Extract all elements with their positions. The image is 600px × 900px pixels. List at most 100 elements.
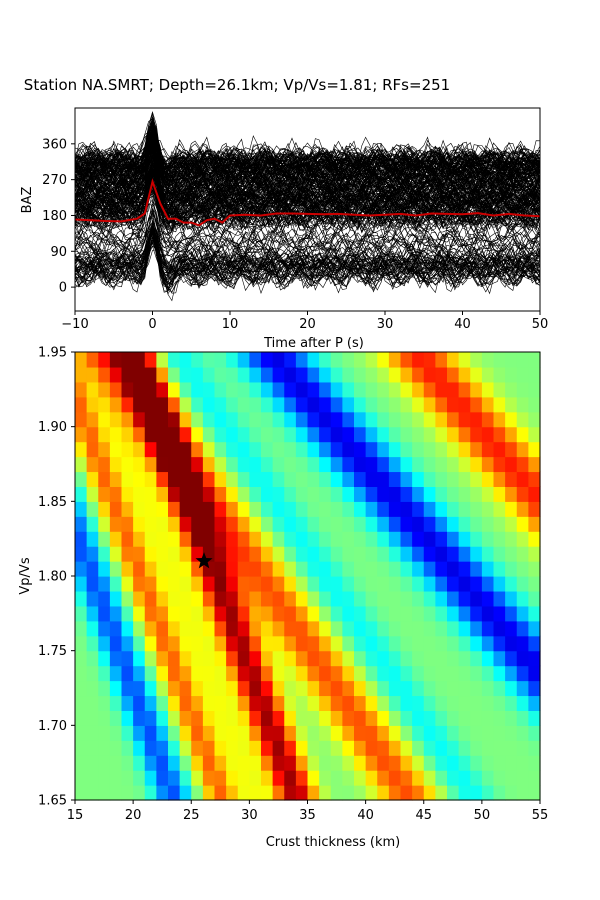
hk-cell <box>191 785 204 801</box>
hk-cell <box>435 531 448 547</box>
hk-cell <box>261 740 274 756</box>
hk-cell <box>354 755 367 771</box>
hk-cell <box>354 486 367 502</box>
hk-cell <box>156 695 169 711</box>
hk-cell <box>202 605 216 622</box>
hk-cell <box>214 695 227 711</box>
hk-cell <box>481 486 495 502</box>
hk-cell <box>121 680 134 697</box>
hk-cell <box>435 516 448 532</box>
hk-cell <box>516 770 529 786</box>
hk-cell <box>109 755 123 771</box>
hk-cell <box>423 785 436 801</box>
hk-cell <box>388 352 402 368</box>
hk-cell <box>319 486 332 502</box>
hk-cell <box>214 590 227 607</box>
hk-cell <box>354 576 367 592</box>
hk-cell <box>319 366 332 383</box>
hk-cell <box>214 665 227 682</box>
hk-cell <box>493 471 506 487</box>
hk-cell <box>156 620 169 637</box>
hk-cell <box>307 785 320 801</box>
hk-cell <box>144 755 157 771</box>
hk-cell <box>133 590 146 607</box>
hk-cell <box>168 770 181 786</box>
hk-cell <box>144 605 157 622</box>
hk-cell <box>470 456 483 473</box>
hk-cell <box>412 770 425 786</box>
hk-cell <box>121 396 134 413</box>
hk-cell <box>412 486 425 502</box>
hk-cell <box>516 695 529 711</box>
hk-cell <box>214 770 227 786</box>
hk-cell <box>75 456 88 473</box>
hk-cell <box>261 605 274 622</box>
hk-cell <box>86 590 99 607</box>
hk-cell <box>470 710 483 726</box>
hk-cell <box>447 561 460 577</box>
hk-cell <box>237 366 250 383</box>
hk-cell <box>249 381 262 398</box>
rf-trace <box>75 151 540 204</box>
hk-cell <box>516 561 529 577</box>
hk-cell <box>168 546 181 562</box>
hk-cell <box>528 426 541 443</box>
hk-cell <box>319 352 332 368</box>
hk-cell <box>412 710 425 726</box>
hk-cell <box>412 456 425 473</box>
hk-cell <box>237 590 250 607</box>
hk-cell <box>75 770 88 786</box>
hk-cell <box>133 381 146 398</box>
hk-cell <box>342 561 355 577</box>
hk-cell <box>226 650 239 667</box>
hk-cell <box>214 755 227 771</box>
hk-cell <box>249 725 262 741</box>
hk-cell <box>295 740 309 756</box>
hk-cell <box>133 516 146 532</box>
hk-cell <box>284 695 297 711</box>
hk-cell <box>354 650 367 667</box>
hk-cell <box>156 411 169 428</box>
hk-cell <box>133 411 146 428</box>
hk-cell <box>295 650 309 667</box>
hk-cell <box>307 561 320 577</box>
hk-cell <box>214 441 227 458</box>
hk-cell <box>470 546 483 562</box>
hk-cell <box>133 695 146 711</box>
hk-cell <box>272 471 285 487</box>
hk-cell <box>179 740 192 756</box>
hk-cell <box>388 471 402 487</box>
hk-cell <box>435 620 448 637</box>
hk-cell <box>191 755 204 771</box>
hk-cell <box>179 546 192 562</box>
hk-cell <box>447 635 460 652</box>
hk-cell <box>109 620 123 637</box>
hk-cell <box>354 605 367 622</box>
rf-trace <box>75 234 540 293</box>
hk-cell <box>86 650 99 667</box>
hk-cell <box>156 785 169 801</box>
hk-cell <box>458 501 471 517</box>
hk-cell <box>458 426 471 443</box>
hk-cell <box>109 740 123 756</box>
rf-x-tick-label: 0 <box>148 317 156 332</box>
hk-cell <box>470 441 483 458</box>
hk-heatmap-cells <box>75 352 541 801</box>
hk-cell <box>505 561 518 577</box>
hk-cell <box>388 381 402 398</box>
hk-cell <box>412 576 425 592</box>
hk-cell <box>191 546 204 562</box>
hk-cell <box>237 740 250 756</box>
hk-cell <box>365 501 378 517</box>
hk-cell <box>156 426 169 443</box>
hk-cell <box>342 516 355 532</box>
hk-cell <box>505 381 518 398</box>
hk-cell <box>470 590 483 607</box>
hk-cell <box>528 456 541 473</box>
hk-cell <box>435 785 448 801</box>
hk-cell <box>493 590 506 607</box>
hk-x-tick-label: 45 <box>415 808 432 823</box>
hk-cell <box>98 590 111 607</box>
hk-cell <box>354 516 367 532</box>
hk-cell <box>412 501 425 517</box>
